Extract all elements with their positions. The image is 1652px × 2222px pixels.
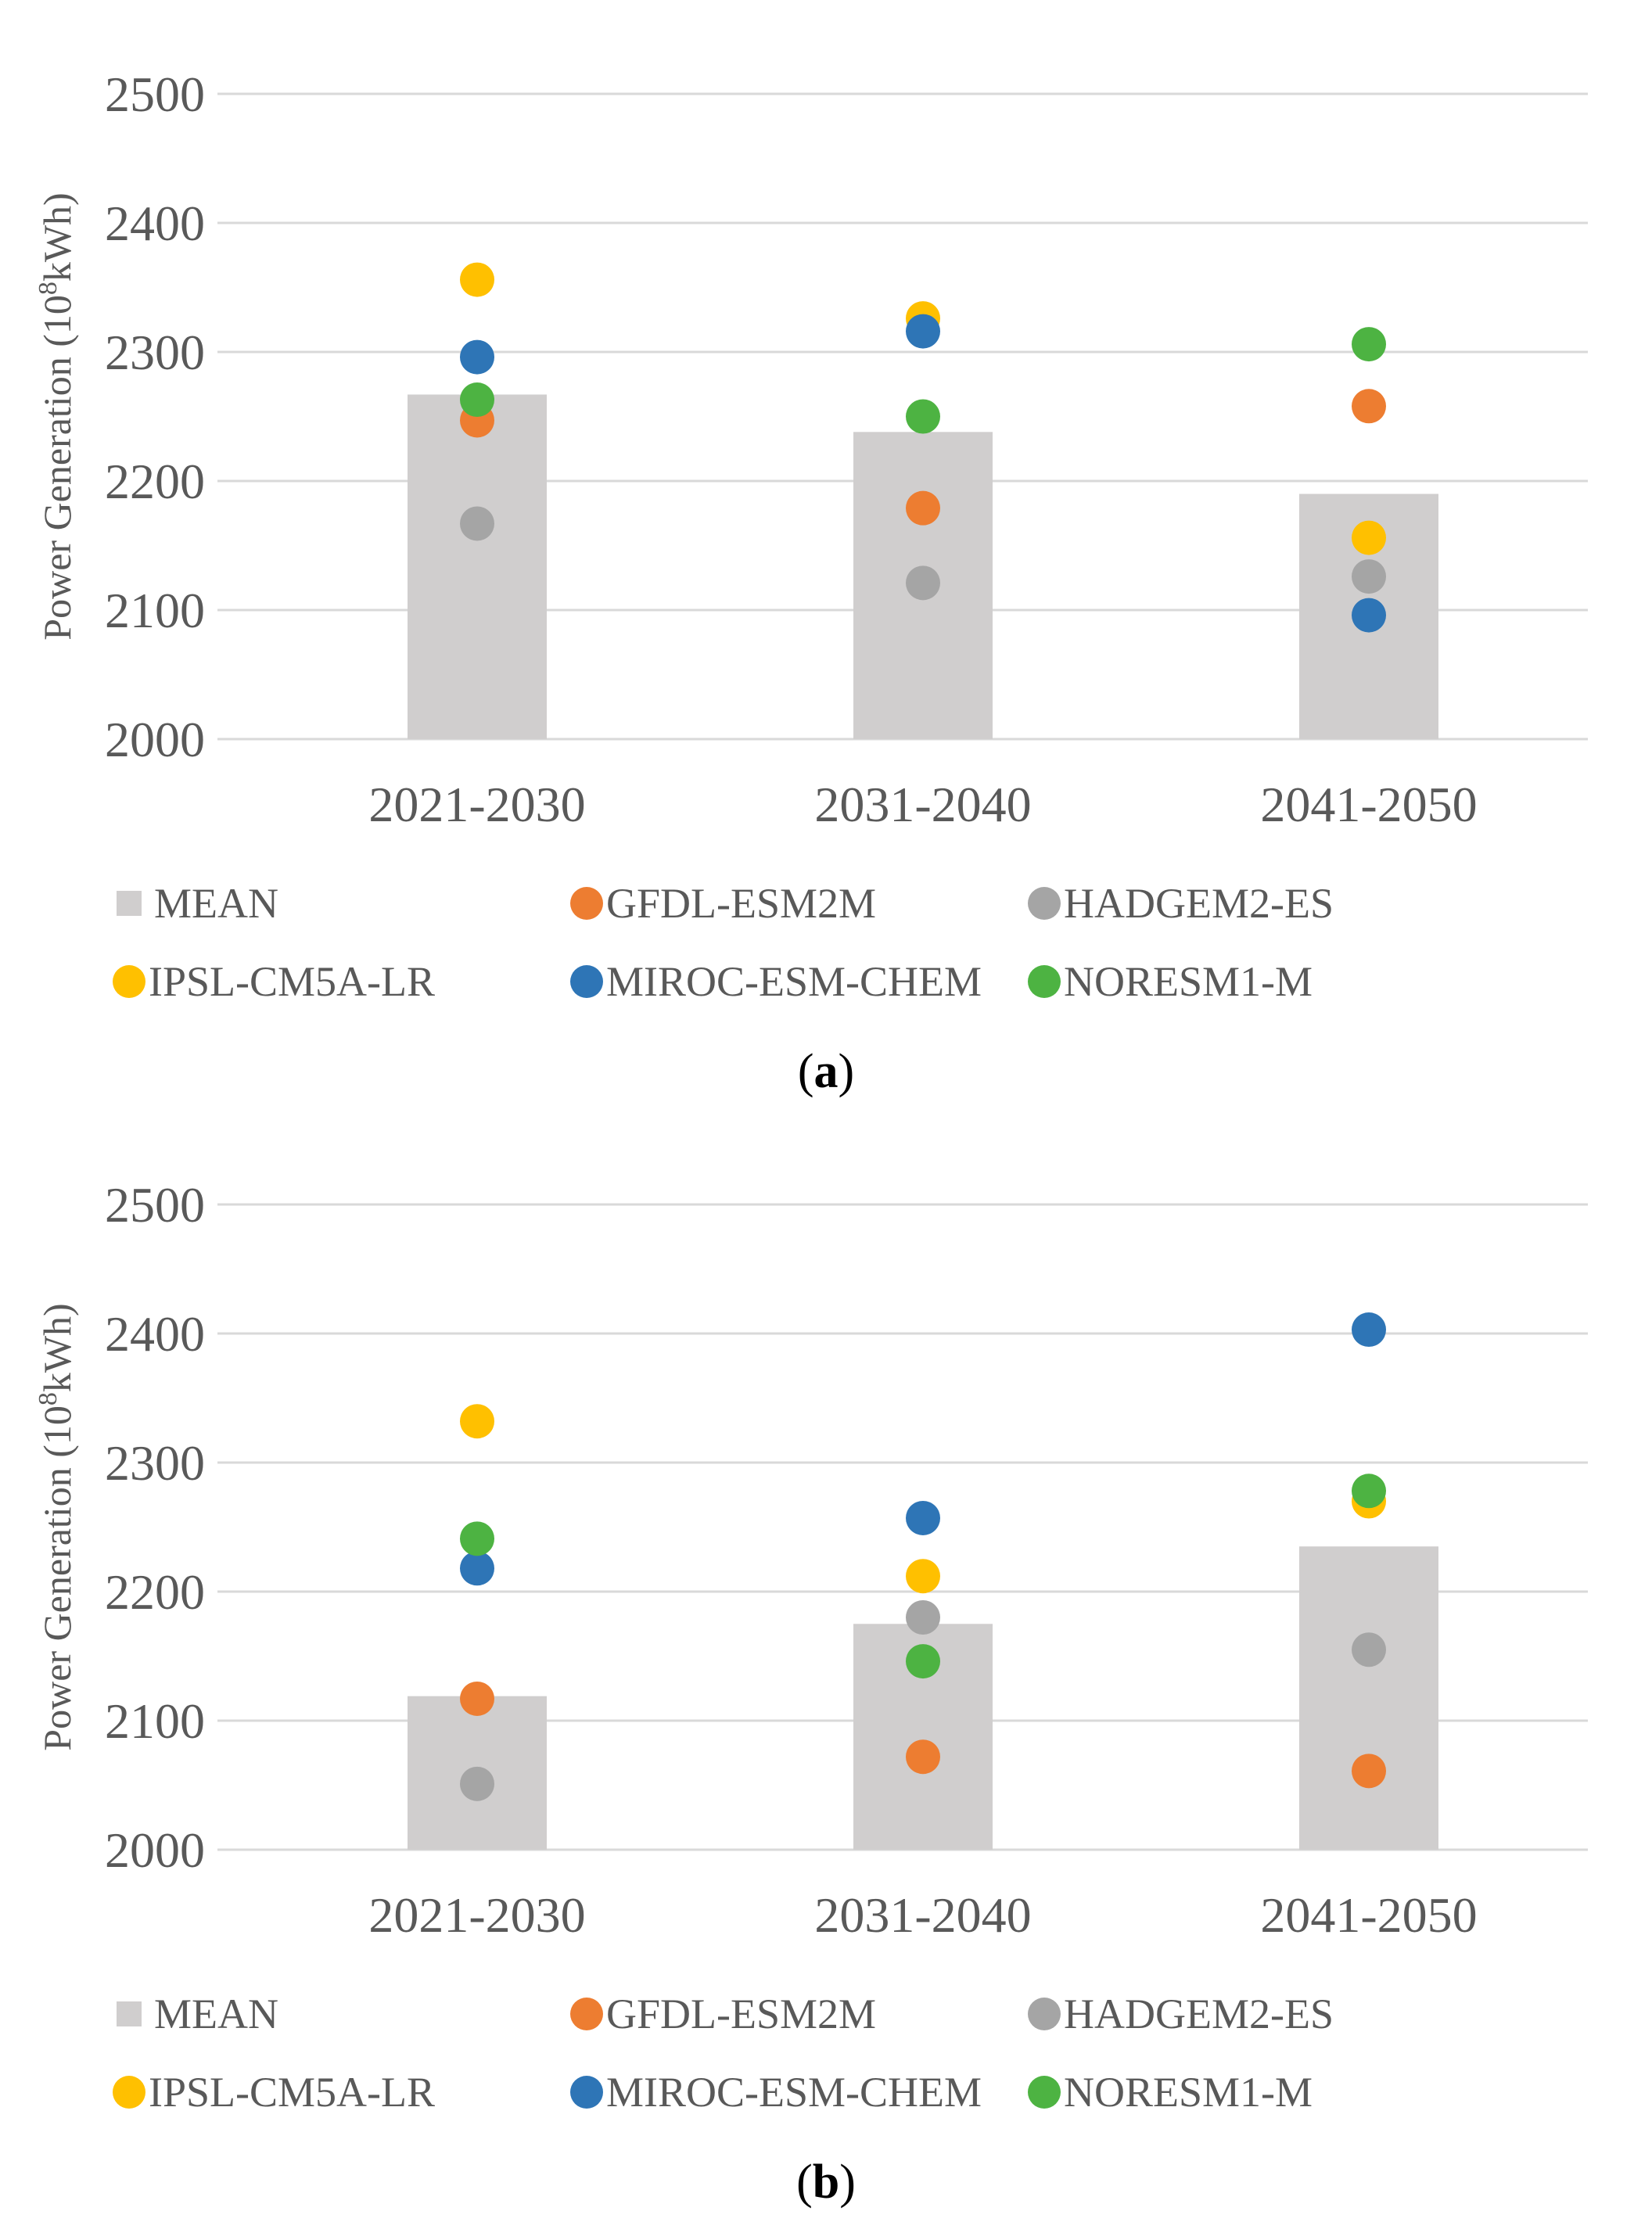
chart-a-caption: (a) xyxy=(798,1045,854,1098)
chart-a-point-hadgem2-es-2041-2050 xyxy=(1352,559,1386,594)
chart-a-point-gfdl-esm2m-2031-2040 xyxy=(906,490,940,526)
chart-a-legend-label-gfdl-esm2m: GFDL-ESM2M xyxy=(606,880,876,927)
chart-a-point-ipsl-cm5a-lr-2021-2030 xyxy=(460,262,494,297)
chart-a-legend-label-ipsl-cm5a-lr: IPSL-CM5A-LR xyxy=(149,958,435,1005)
chart-b-legend-swatch-gfdl-esm2m xyxy=(570,1998,603,2030)
chart-a-ytick-2500: 2500 xyxy=(105,66,205,122)
chart-a-legend-swatch-ipsl-cm5a-lr xyxy=(113,965,145,998)
chart-a-ytick-2000: 2000 xyxy=(105,712,205,767)
chart-b-xtick-2031-2040: 2031-2040 xyxy=(814,1887,1031,1943)
chart-a-point-noresm1-m-2041-2050 xyxy=(1352,327,1386,362)
chart-b-bar-mean-2041-2050 xyxy=(1299,1546,1438,1850)
chart-a-ytick-2400: 2400 xyxy=(105,196,205,251)
chart-b-ytick-2000: 2000 xyxy=(105,1822,205,1878)
chart-b-point-hadgem2-es-2041-2050 xyxy=(1352,1632,1386,1667)
chart-a-ytick-2300: 2300 xyxy=(105,325,205,380)
chart-b-legend-label-noresm1-m: NORESM1-M xyxy=(1064,2069,1313,2116)
chart-panel-a: 2000 2100 2200 2300 2400 2500 Power Generation… xyxy=(34,66,1588,1098)
chart-b-point-gfdl-esm2m-2021-2030 xyxy=(460,1681,494,1716)
chart-b-legend-swatch-mean xyxy=(117,2001,142,2026)
chart-b-legend-swatch-noresm1-m xyxy=(1028,2076,1061,2109)
chart-b-point-gfdl-esm2m-2031-2040 xyxy=(906,1739,940,1775)
chart-b-ytick-2200: 2200 xyxy=(105,1564,205,1620)
chart-b-xtick-2021-2030: 2021-2030 xyxy=(368,1887,585,1943)
chart-b-caption: (b) xyxy=(796,2156,856,2209)
chart-a-xtick-2021-2030: 2021-2030 xyxy=(368,777,585,832)
chart-b-legend-label-ipsl-cm5a-lr: IPSL-CM5A-LR xyxy=(149,2069,435,2116)
chart-b-point-miroc-esm-chem-2031-2040 xyxy=(906,1500,940,1535)
chart-a-point-hadgem2-es-2021-2030 xyxy=(460,506,494,541)
chart-b-point-noresm1-m-2041-2050 xyxy=(1352,1474,1386,1509)
chart-a-point-noresm1-m-2021-2030 xyxy=(460,382,494,418)
chart-a-xtick-2031-2040: 2031-2040 xyxy=(814,777,1031,832)
chart-a-legend-label-noresm1-m: NORESM1-M xyxy=(1064,958,1313,1005)
chart-b-svg: 2000 2100 2200 2300 2400 2500 Power Generation… xyxy=(34,1177,1588,2209)
chart-a-point-miroc-esm-chem-2021-2030 xyxy=(460,339,494,375)
chart-b-point-noresm1-m-2021-2030 xyxy=(460,1521,494,1556)
chart-b-legend-swatch-miroc-esm-chem xyxy=(570,2076,603,2109)
chart-b-point-hadgem2-es-2031-2040 xyxy=(906,1600,940,1635)
chart-a-point-ipsl-cm5a-lr-2041-2050 xyxy=(1352,520,1386,555)
chart-a-legend-swatch-miroc-esm-chem xyxy=(570,965,603,998)
chart-a-legend-swatch-noresm1-m xyxy=(1028,965,1061,998)
chart-b-legend-label-miroc-esm-chem: MIROC-ESM-CHEM xyxy=(606,2069,982,2116)
chart-b-ytick-2500: 2500 xyxy=(105,1177,205,1233)
chart-b-point-hadgem2-es-2021-2030 xyxy=(460,1766,494,1801)
chart-a-legend-label-miroc-esm-chem: MIROC-ESM-CHEM xyxy=(606,958,982,1005)
chart-a-legend-swatch-mean xyxy=(117,891,142,916)
chart-b-legend-swatch-ipsl-cm5a-lr xyxy=(113,2076,145,2109)
chart-a-xtick-2041-2050: 2041-2050 xyxy=(1260,777,1477,832)
chart-b-point-miroc-esm-chem-2041-2050 xyxy=(1352,1312,1386,1348)
chart-a-ytick-2100: 2100 xyxy=(105,583,205,638)
chart-b-point-noresm1-m-2031-2040 xyxy=(906,1644,940,1679)
chart-b-ytick-2400: 2400 xyxy=(105,1306,205,1362)
chart-b-legend-label-gfdl-esm2m: GFDL-ESM2M xyxy=(606,1990,876,2037)
chart-b-point-gfdl-esm2m-2041-2050 xyxy=(1352,1754,1386,1789)
chart-a-point-gfdl-esm2m-2041-2050 xyxy=(1352,389,1386,424)
chart-a-point-miroc-esm-chem-2041-2050 xyxy=(1352,598,1386,633)
chart-b-point-miroc-esm-chem-2021-2030 xyxy=(460,1551,494,1586)
chart-b-ytick-2300: 2300 xyxy=(105,1435,205,1491)
chart-b-ytick-2100: 2100 xyxy=(105,1693,205,1749)
chart-a-legend-label-mean: MEAN xyxy=(154,880,278,927)
chart-b-point-ipsl-cm5a-lr-2021-2030 xyxy=(460,1404,494,1439)
chart-a-legend-label-hadgem2-es: HADGEM2-ES xyxy=(1064,880,1334,927)
chart-a-ytick-2200: 2200 xyxy=(105,454,205,509)
chart-b-y-axis-label: Power Generation (108kWh) xyxy=(34,1303,79,1750)
chart-b-legend-label-mean: MEAN xyxy=(154,1990,278,2037)
chart-b-legend-swatch-hadgem2-es xyxy=(1028,1998,1061,2030)
chart-a-point-miroc-esm-chem-2031-2040 xyxy=(906,314,940,349)
chart-b-point-ipsl-cm5a-lr-2031-2040 xyxy=(906,1559,940,1594)
chart-a-point-noresm1-m-2031-2040 xyxy=(906,399,940,434)
chart-panel-b: 2000 2100 2200 2300 2400 2500 Power Generation… xyxy=(0,1111,1652,2222)
chart-a-point-hadgem2-es-2031-2040 xyxy=(906,565,940,601)
chart-a-legend-swatch-hadgem2-es xyxy=(1028,887,1061,920)
chart-a-y-axis-label: Power Generation (108kWh) xyxy=(34,192,79,640)
chart-b-xtick-2041-2050: 2041-2050 xyxy=(1260,1887,1477,1943)
chart-a-svg: 2000 2100 2200 2300 2400 2500 Power Generation… xyxy=(34,66,1588,1098)
chart-a-legend-swatch-gfdl-esm2m xyxy=(570,887,603,920)
chart-b-legend-label-hadgem2-es: HADGEM2-ES xyxy=(1064,1990,1334,2037)
chart-a-bar-mean-2021-2030 xyxy=(408,394,547,739)
